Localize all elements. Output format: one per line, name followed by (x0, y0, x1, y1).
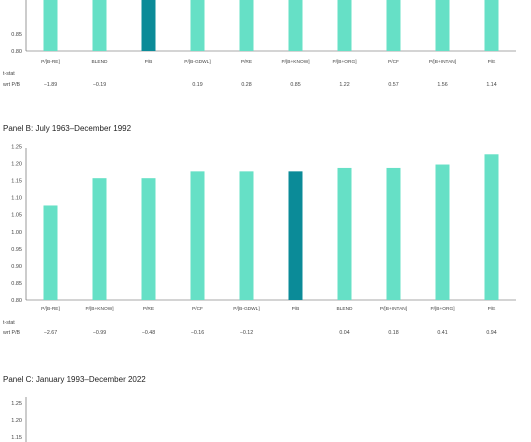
panel-b-category-label: P/CF (192, 306, 203, 312)
panel-b-category-label: BLEND (337, 306, 354, 312)
panel-a-category-label: P/[B+INTAN] (429, 59, 456, 65)
panel-a-bar (435, 0, 450, 51)
panel-a-tstat-value: 1.14 (486, 82, 496, 88)
panel-b-bar (435, 164, 450, 300)
panel-b-category-label: P/[B+KNOW] (85, 306, 113, 312)
panel-a-bar (386, 0, 401, 51)
panel-a-category-label: P/[B+KNOW] (281, 59, 309, 65)
panel-a-category-label: P/E (488, 59, 496, 65)
panel-a-tstat-value: 0.85 (290, 82, 300, 88)
panel-b-tstat-value: 0.41 (437, 330, 447, 336)
panel-b-y-tick-label: 1.20 (11, 162, 22, 168)
panel-b-bar (190, 171, 205, 300)
panel-a-bar (92, 0, 107, 51)
panel-b-bar (484, 154, 499, 300)
panel-a-tstat-value: 0.19 (192, 82, 202, 88)
panel-b-category-label: P/RE (143, 306, 154, 312)
panel-b-y-tick-label: 1.10 (11, 196, 22, 202)
panel-a-bar (288, 0, 303, 51)
panel-b-category-label: P/E (488, 306, 496, 312)
panel-b-tstat-value: 0.18 (388, 330, 398, 336)
panel-b-bar (239, 171, 254, 300)
panel-b-category-label: P/[B+ORG] (430, 306, 454, 312)
panel-b-category-label: P/[B-GDWL] (233, 306, 259, 312)
panel-b-tstat-value: −0.48 (142, 330, 155, 336)
panel-a-tstat-value: 0.28 (241, 82, 251, 88)
panel-b-tstat-value: 0.94 (486, 330, 496, 336)
panel-a-tstat-value: 0.57 (388, 82, 398, 88)
panel-b-tstat-value: 0.04 (339, 330, 349, 336)
panel-c-title: Panel C: January 1993–December 2022 (3, 375, 146, 384)
panel-b-category-label: P/B (292, 306, 300, 312)
panel-a-category-label: P/[B-RE] (41, 59, 60, 65)
panel-a-bar (337, 0, 352, 51)
panel-c-y-tick-label: 1.20 (11, 418, 22, 424)
panel-b-bar (92, 178, 107, 300)
panel-b-y-tick-label: 1.00 (11, 230, 22, 236)
panel-a-category-label: P/[B-GDWL] (184, 59, 210, 65)
panel-a-tstat-label-line1: t-stat (3, 71, 15, 77)
panel-b-y-tick-label: 0.85 (11, 281, 22, 287)
panel-b-y-tick-label: 1.05 (11, 213, 22, 219)
panel-b-bar (141, 178, 156, 300)
panel-b-tstat-value: −0.99 (93, 330, 106, 336)
panel-a-bar (141, 0, 156, 51)
panel-b-bar (386, 167, 401, 300)
panel-b-bar (337, 167, 352, 300)
panel-b: Panel B: July 1963–December 1992 1.25 1.2… (3, 124, 516, 336)
panel-b-bar (43, 205, 58, 300)
panel-b-tstat-label-line2: wrt P/B (3, 330, 21, 336)
panel-a-category-label: BLEND (92, 59, 109, 65)
panel-c-y-tick-label: 1.25 (11, 401, 22, 407)
panel-a-bar (190, 0, 205, 51)
panel-b-category-label: P/[B-RE] (41, 306, 60, 312)
panel-b-y-tick-label: 0.90 (11, 264, 22, 270)
panel-a-bar (43, 0, 58, 51)
panel-b-y-tick-label: 0.95 (11, 247, 22, 253)
panel-a-category-label: P/CF (388, 59, 399, 65)
panel-b-tstat-value: −0.16 (191, 330, 204, 336)
panel-a-tstat-value: 1.56 (437, 82, 447, 88)
panel-a: 0.85 0.80 P/[B-RE] BLEND P/B P/[B-GDWL] P/RE P… (3, 0, 516, 88)
panel-b-y-tick-label: 0.80 (11, 298, 22, 304)
panel-b-tstat-value: −0.12 (240, 330, 253, 336)
panel-b-tstat-label-line1: t-stat (3, 320, 15, 326)
panel-b-tstat-value: −2.67 (44, 330, 57, 336)
panel-b-category-label: P/[B+INTAN] (380, 306, 407, 312)
panel-a-bar (239, 0, 254, 51)
panel-b-title: Panel B: July 1963–December 1992 (3, 124, 132, 133)
panel-a-tstat-label-line2: wrt P/B (3, 82, 21, 88)
panel-c-y-tick-label: 1.15 (11, 435, 22, 441)
panel-a-bar (484, 0, 499, 51)
panel-c: Panel C: January 1993–December 2022 1.25… (3, 375, 146, 442)
panel-a-tstat-value: 1.22 (339, 82, 349, 88)
panel-a-category-label: P/[B+ORG] (332, 59, 356, 65)
panel-b-y-tick-label: 1.15 (11, 179, 22, 185)
panel-a-category-label: P/B (145, 59, 153, 65)
panel-a-category-label: P/RE (241, 59, 252, 65)
panel-a-tstat-value: −1.89 (44, 82, 57, 88)
panel-a-tstat-value: −0.19 (93, 82, 106, 88)
panel-a-y-tick-label: 0.80 (11, 49, 22, 55)
panel-b-y-tick-label: 1.25 (11, 144, 22, 150)
panel-a-y-tick-label: 0.85 (11, 32, 22, 38)
panel-b-bar (288, 171, 303, 300)
